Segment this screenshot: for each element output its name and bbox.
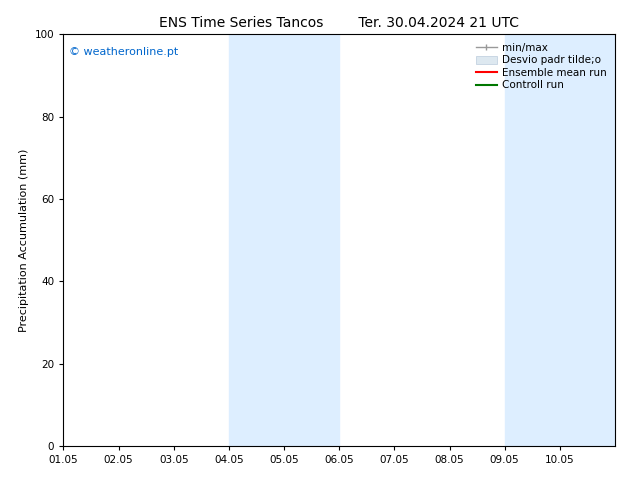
Legend: min/max, Desvio padr tilde;o, Ensemble mean run, Controll run: min/max, Desvio padr tilde;o, Ensemble m… xyxy=(473,40,610,94)
Y-axis label: Precipitation Accumulation (mm): Precipitation Accumulation (mm) xyxy=(19,148,29,332)
Title: ENS Time Series Tancos        Ter. 30.04.2024 21 UTC: ENS Time Series Tancos Ter. 30.04.2024 2… xyxy=(159,16,519,30)
Bar xyxy=(229,34,339,446)
Text: © weatheronline.pt: © weatheronline.pt xyxy=(69,47,178,57)
Bar xyxy=(505,34,615,446)
